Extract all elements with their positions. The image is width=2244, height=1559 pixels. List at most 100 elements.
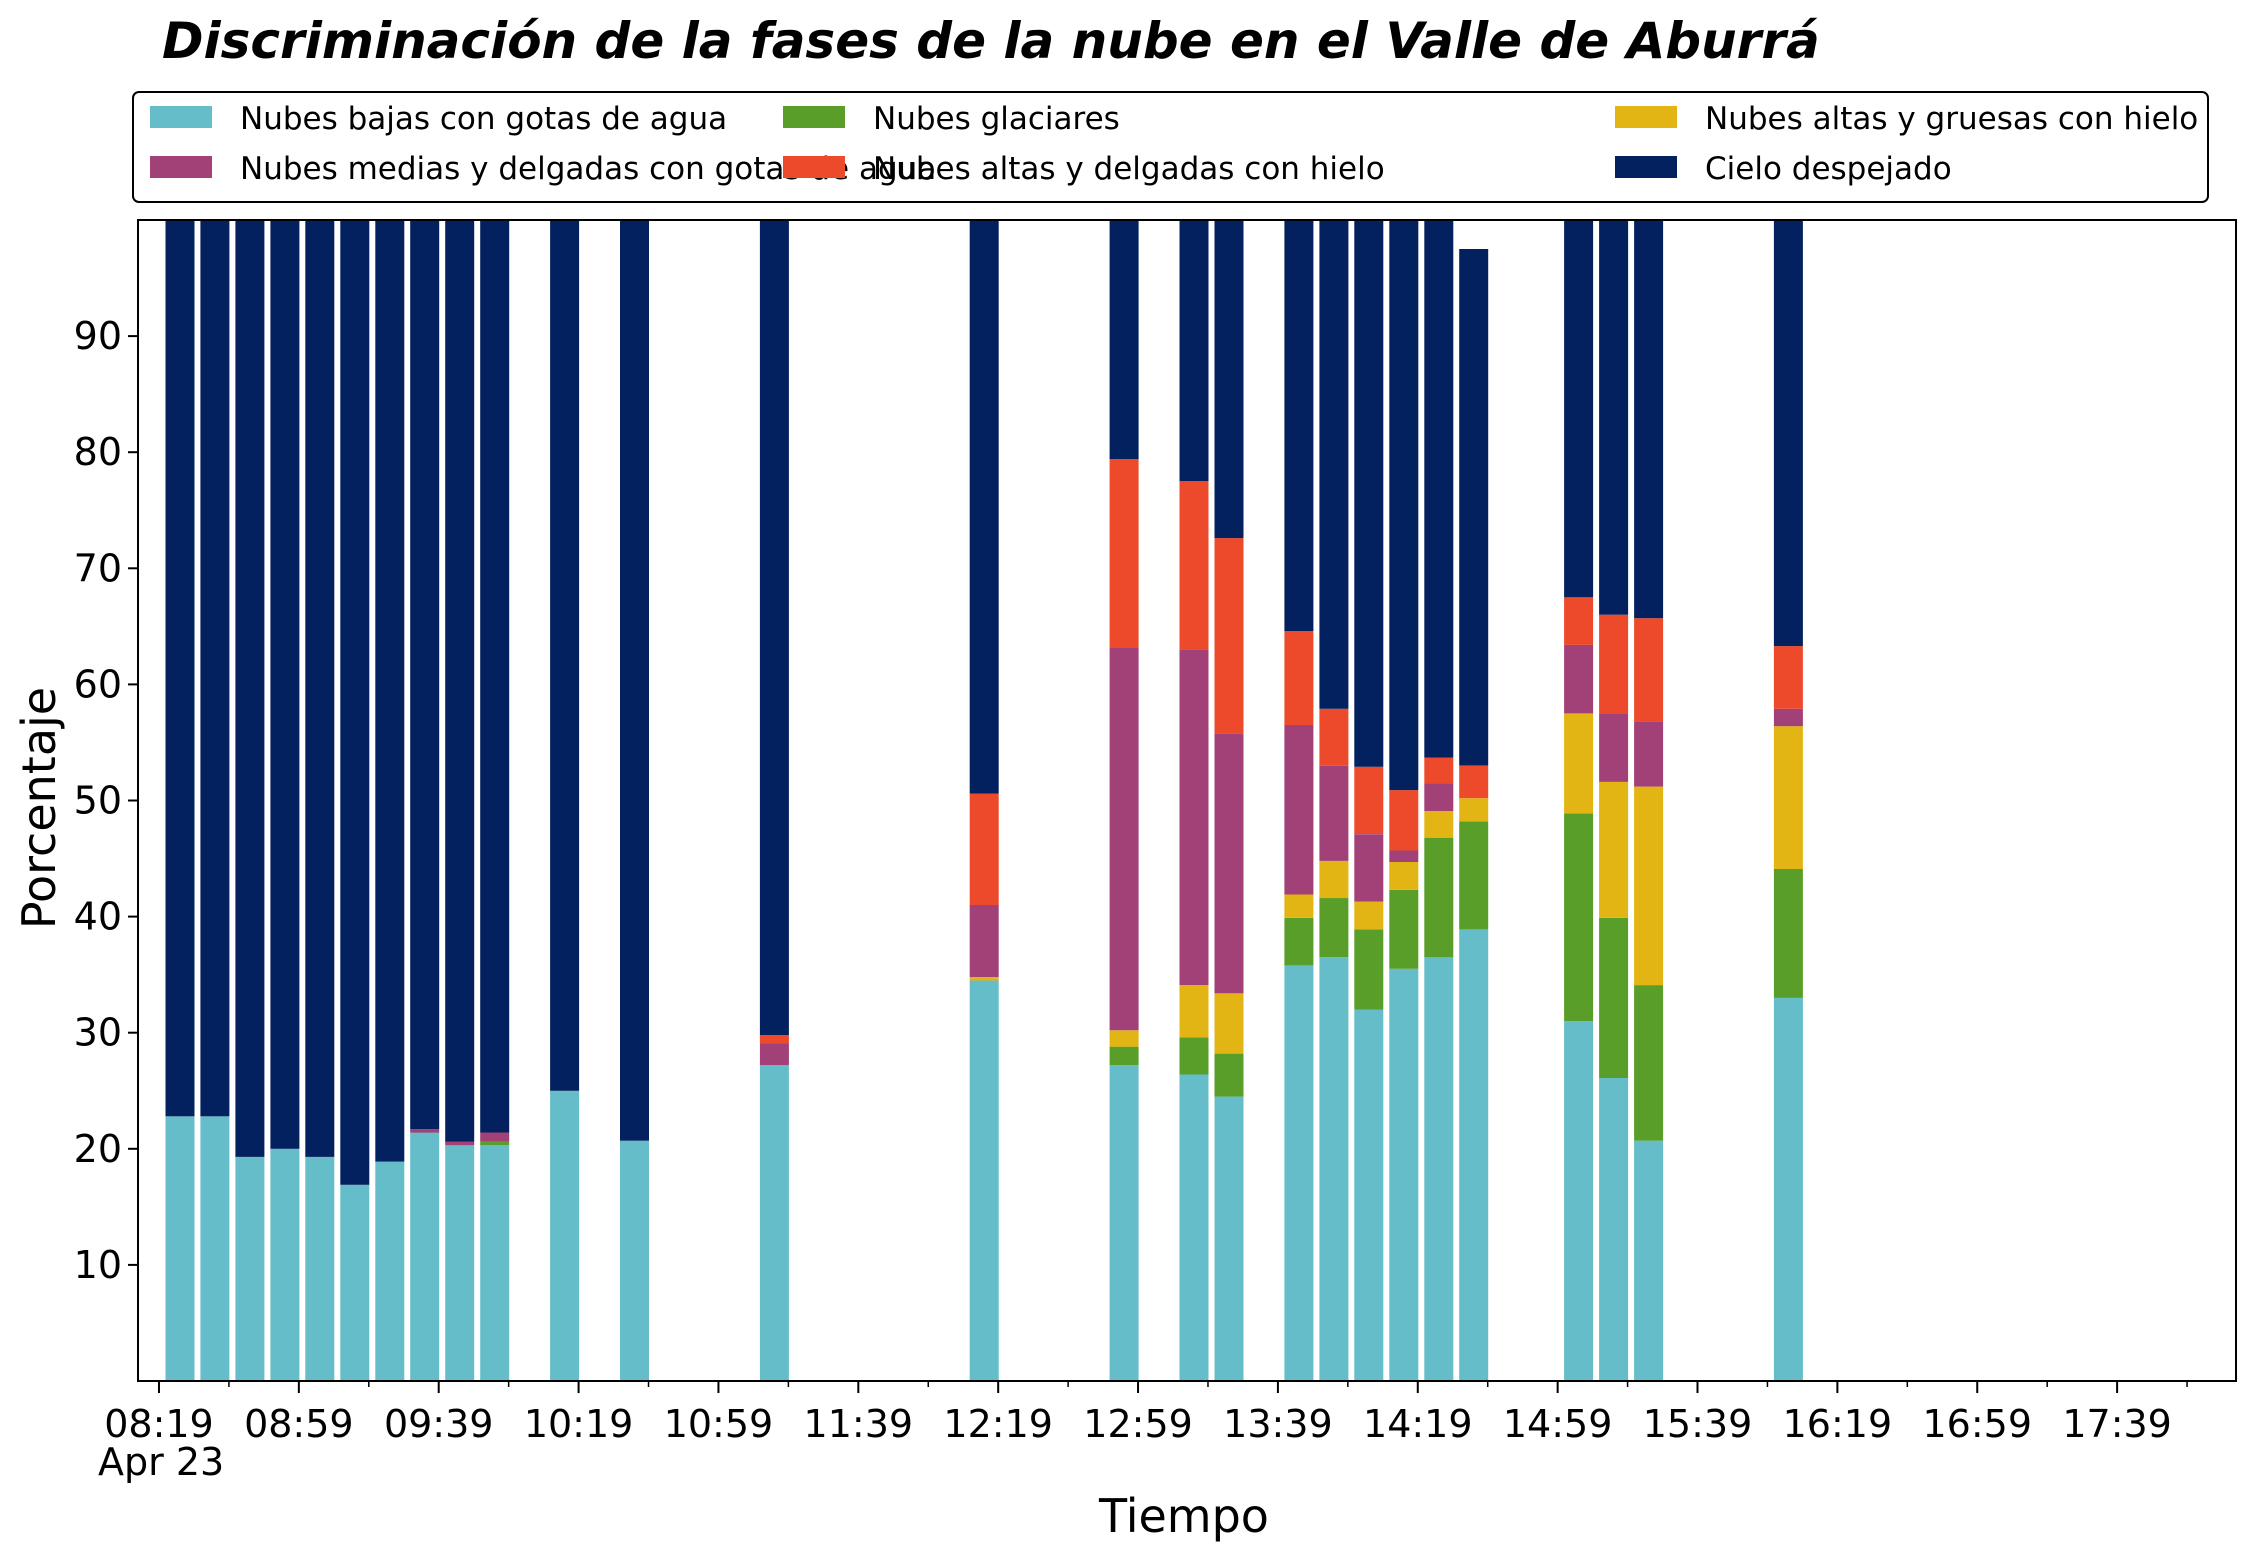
bar-segment-0-8 [445,1145,475,1381]
bar-segment-0-15 [1179,1074,1209,1381]
bar-segment-5-11 [620,220,649,1141]
bar-segment-0-5 [340,1184,370,1381]
y-tick-label: 20 [74,1127,122,1171]
bar-segment-2-15 [1179,985,1209,1038]
legend-label: Cielo despejado [1705,151,1952,187]
bar-segment-0-22 [1459,929,1489,1381]
x-axis: 08:19 08:59 09:39 10:19 10:59 11:39 12:19 12:59… [104,1381,2188,1446]
bars [165,220,1803,1382]
bar-segment-5-1 [200,220,230,1117]
bar-segment-4-26 [1773,646,1803,709]
bar-segment-5-3 [270,220,300,1149]
bar-segment-3-13 [969,905,999,977]
bar-segment-4-24 [1599,614,1629,714]
bar-segment-2-18 [1319,860,1349,899]
x-axis-title: Tiempo [1098,1489,1269,1543]
x-tick-label: 14:59 [1503,1402,1613,1446]
bar-segment-4-19 [1354,766,1384,835]
x-date-label: Apr 23 [98,1440,224,1484]
x-tick-label: 13:39 [1223,1402,1333,1446]
bar-segment-3-19 [1354,834,1384,902]
bar-segment-4-15 [1179,481,1209,650]
bar-segment-0-14 [1109,1065,1139,1381]
bar-segment-1-9 [480,1141,510,1146]
bar-segment-4-22 [1459,765,1489,799]
bar-segment-5-6 [375,220,405,1162]
bar-segment-1-17 [1284,917,1314,966]
x-tick-label: 10:59 [664,1402,774,1446]
bar-segment-4-23 [1564,597,1594,645]
legend-swatch [783,156,845,178]
bar-segment-0-6 [375,1161,405,1381]
x-tick-label: 16:19 [1783,1402,1893,1446]
legend-label: Nubes altas y delgadas con hielo [873,151,1385,187]
bar-segment-5-19 [1354,220,1384,767]
bar-segment-0-2 [235,1156,265,1381]
bar-segment-5-0 [165,220,195,1117]
bar-segment-0-0 [165,1116,195,1381]
bar-segment-0-4 [305,1156,335,1381]
bar-segment-5-2 [235,220,265,1157]
bar-segment-0-11 [620,1140,649,1381]
bar-segment-5-12 [759,220,789,1035]
bar-segment-3-21 [1424,783,1454,811]
bar-segment-1-22 [1459,821,1489,930]
bar-segment-3-16 [1214,733,1244,994]
bar-segment-5-26 [1773,220,1803,647]
bar-segment-1-24 [1599,917,1629,1078]
bar-segment-3-8 [445,1141,475,1146]
x-tick-label: 14:19 [1363,1402,1473,1446]
bar-segment-5-22 [1459,249,1489,766]
bar-segment-1-21 [1424,837,1454,958]
y-tick-label: 90 [74,314,122,358]
bar-segment-0-24 [1599,1078,1629,1381]
bar-segment-4-20 [1389,790,1419,851]
bar-segment-5-17 [1284,220,1314,631]
legend-swatch [1615,156,1677,178]
bar-segment-0-23 [1564,1021,1594,1381]
bar-segment-3-18 [1319,765,1349,861]
bar-segment-5-5 [340,220,370,1185]
bar-segment-2-16 [1214,993,1244,1054]
bar-segment-4-14 [1109,459,1139,648]
legend-swatch [783,106,845,128]
y-tick-label: 30 [74,1011,122,1055]
y-tick-label: 40 [74,895,122,939]
x-tick-label: 12:19 [943,1402,1053,1446]
bar-segment-0-9 [480,1145,510,1381]
bar-segment-2-23 [1564,713,1594,814]
y-tick-label: 80 [74,430,122,474]
bar-segment-4-18 [1319,708,1349,766]
bar-segment-3-26 [1773,708,1803,727]
bar-segment-5-18 [1319,220,1349,709]
bar-segment-0-17 [1284,965,1314,1381]
bar-segment-2-13 [969,977,999,981]
bar-segment-2-26 [1773,726,1803,869]
x-tick-label: 16:59 [1922,1402,2032,1446]
bar-segment-5-23 [1564,220,1594,598]
x-tick-label: 15:39 [1643,1402,1753,1446]
bar-segment-4-17 [1284,631,1314,725]
x-tick-label: 11:39 [804,1402,914,1446]
legend-label: Nubes altas y gruesas con hielo [1705,101,2198,137]
bar-segment-1-25 [1634,985,1664,1141]
bar-segment-3-7 [410,1129,440,1133]
bar-segment-2-22 [1459,798,1489,822]
legend-label: Nubes glaciares [873,101,1120,137]
bar-segment-0-19 [1354,1009,1384,1381]
bar-segment-0-1 [200,1116,230,1381]
legend-swatch [150,106,212,128]
bar-segment-5-21 [1424,220,1454,758]
bar-segment-5-20 [1389,220,1419,791]
bar-segment-0-16 [1214,1096,1244,1381]
legend-swatch [150,156,212,178]
legend: Nubes bajas con gotas de agua Nubes glaci… [132,91,2209,203]
bar-segment-2-25 [1634,786,1664,986]
bar-segment-0-25 [1634,1140,1664,1381]
bar-segment-4-21 [1424,757,1454,783]
bar-segment-3-12 [759,1043,789,1066]
legend-box [132,91,2209,203]
bar-segment-0-12 [759,1065,789,1381]
